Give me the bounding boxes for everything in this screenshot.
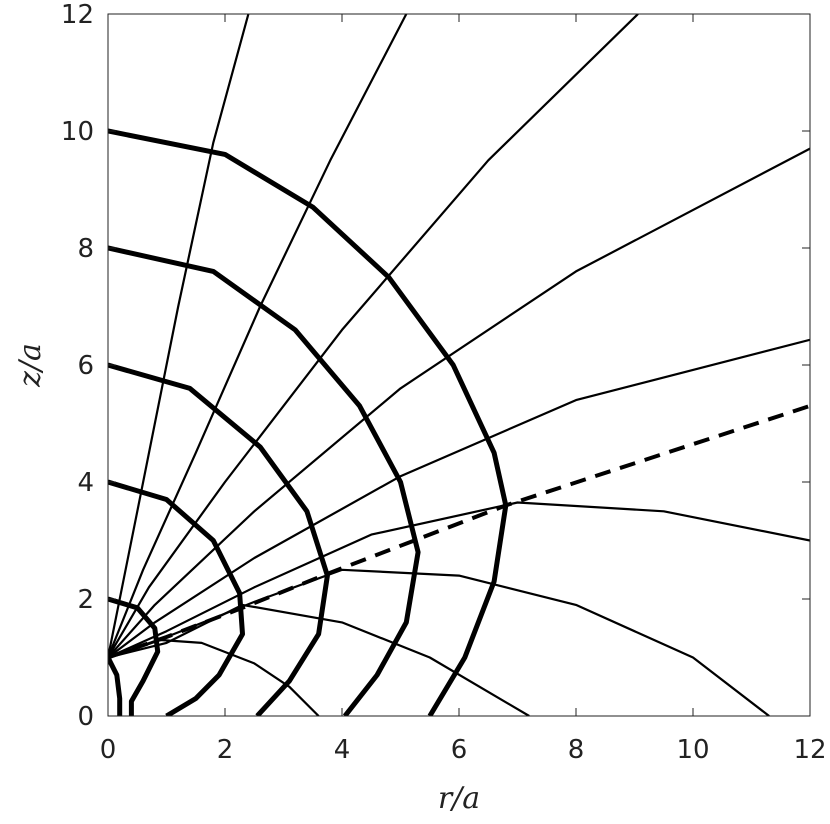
y-tick-label: 12 bbox=[61, 0, 94, 30]
curve bbox=[108, 568, 770, 716]
curve bbox=[108, 147, 810, 659]
y-tick-label: 8 bbox=[77, 234, 94, 264]
plot-frame bbox=[107, 13, 811, 717]
curve bbox=[108, 656, 123, 716]
curve bbox=[108, 479, 245, 716]
x-tick-label: 8 bbox=[568, 735, 585, 765]
x-axis-label: r/a bbox=[438, 781, 480, 816]
y-tick-label: 4 bbox=[77, 468, 94, 498]
curve bbox=[108, 638, 320, 716]
y-axis-label: z/a bbox=[13, 343, 48, 388]
x-tick-label: 10 bbox=[676, 735, 709, 765]
x-tick-label: 4 bbox=[334, 735, 351, 765]
x-tick-label: 6 bbox=[451, 735, 468, 765]
curve bbox=[108, 14, 408, 658]
y-tick-label: 2 bbox=[77, 585, 94, 615]
curve bbox=[108, 501, 810, 659]
curve bbox=[108, 245, 421, 716]
y-tick-label: 6 bbox=[77, 351, 94, 381]
curve bbox=[108, 338, 810, 659]
x-tick-label: 12 bbox=[793, 735, 826, 765]
curve bbox=[108, 128, 509, 716]
curve bbox=[108, 603, 530, 716]
curve bbox=[108, 14, 250, 658]
y-tick-label: 0 bbox=[77, 702, 94, 732]
curve bbox=[108, 362, 330, 716]
y-tick-label: 10 bbox=[61, 117, 94, 147]
curve bbox=[108, 14, 639, 659]
x-tick-label: 2 bbox=[217, 735, 234, 765]
x-tick-label: 0 bbox=[100, 735, 117, 765]
